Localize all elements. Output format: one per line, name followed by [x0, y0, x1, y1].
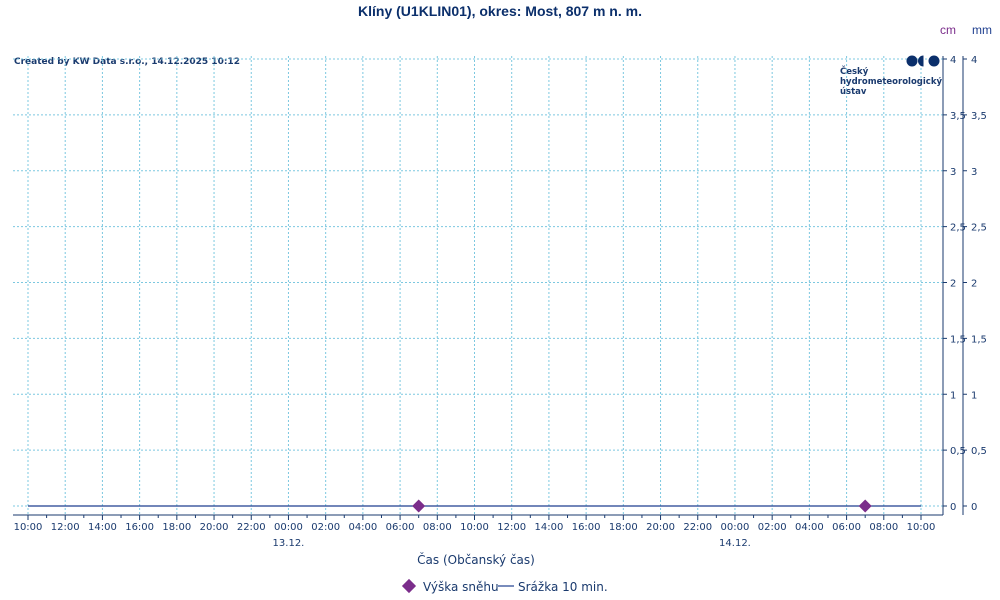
x-tick-label: 22:00	[237, 522, 266, 533]
chmi-logo: Český hydrometeorologický ústav	[840, 55, 942, 97]
grid-lines	[13, 56, 943, 515]
x-tick-label: 12:00	[51, 522, 80, 533]
logo-line-2: hydrometeorologický	[840, 77, 942, 87]
y-tick-label-left: 2,5	[950, 223, 966, 234]
y-tick-label-right: 3	[971, 167, 977, 178]
x-axis-title: Čas (Občanský čas)	[417, 552, 535, 567]
y-tick-label-left: 4	[950, 55, 956, 66]
x-tick-label: 04:00	[795, 522, 824, 533]
y-tick-label-right: 0,5	[971, 446, 987, 457]
x-tick-label: 10:00	[907, 522, 936, 533]
x-tick-label: 02:00	[758, 522, 787, 533]
y-tick-label-right: 2	[971, 279, 977, 290]
y-tick-label-left: 1	[950, 390, 956, 401]
y-tick-label-right: 1	[971, 390, 977, 401]
x-tick-label: 10:00	[14, 522, 43, 533]
logo-half-dot-icon	[918, 55, 924, 67]
x-tick-label: 16:00	[572, 522, 601, 533]
y-tick-label-right: 4	[971, 55, 977, 66]
x-tick-labels: 10:00 12:00 14:00 16:00 18:00 20:00 22:00 00:00…	[14, 522, 936, 549]
chart-title: Klíny (U1KLIN01), okres: Most, 807 m n. …	[358, 3, 642, 19]
y-tick-label-left: 0,5	[950, 446, 966, 457]
x-tick-label: 18:00	[609, 522, 638, 533]
x-tick-label: 18:00	[162, 522, 191, 533]
x-tick-label: 14:00	[88, 522, 117, 533]
logo-line-1: Český	[840, 65, 869, 77]
snow-depth-marker	[412, 499, 426, 513]
x-tick-label: 10:00	[460, 522, 489, 533]
x-tick-label: 02:00	[311, 522, 340, 533]
y-unit-right-label: mm	[972, 23, 992, 37]
legend-precip-label: Srážka 10 min.	[518, 580, 608, 594]
x-tick-label: 22:00	[683, 522, 712, 533]
series-layer	[28, 499, 921, 513]
y-tick-label-right: 2,5	[971, 223, 987, 234]
logo-dot-left-icon	[906, 55, 918, 67]
y-tick-label-left: 3,5	[950, 111, 966, 122]
x-tick-label: 06:00	[832, 522, 861, 533]
y-tick-label-right: 0	[971, 502, 977, 513]
logo-dot-right-icon	[928, 55, 940, 67]
x-tick-label: 16:00	[125, 522, 154, 533]
y-tick-label-left: 1,5	[950, 334, 966, 345]
y-tick-label-right: 3,5	[971, 111, 987, 122]
x-date-label: 13.12.	[273, 538, 305, 549]
x-date-label: 14.12.	[719, 538, 751, 549]
y-tick-labels: 0 0 0,5 0,5 1 1 1,5 1,5 2 2 2,5 2,5 3 3 3,5 3,5 4 4	[950, 55, 987, 513]
x-tick-label: 00:00	[274, 522, 303, 533]
chart-credit: Created by KW Data s.r.o., 14.12.2025 10…	[14, 57, 240, 67]
x-tick-label: 20:00	[646, 522, 675, 533]
snow-depth-marker	[858, 499, 872, 513]
axes	[13, 56, 967, 520]
logo-line-3: ústav	[840, 87, 867, 97]
y-tick-label-left: 2	[950, 279, 956, 290]
x-tick-label: 08:00	[423, 522, 452, 533]
x-tick-label: 20:00	[200, 522, 229, 533]
y-unit-left-label: cm	[940, 23, 956, 37]
x-tick-label: 00:00	[721, 522, 750, 533]
x-tick-label: 04:00	[348, 522, 377, 533]
x-tick-label: 12:00	[497, 522, 526, 533]
legend-snow-label: Výška sněhu	[423, 580, 499, 594]
y-tick-label-left: 3	[950, 167, 956, 178]
y-tick-label-left: 0	[950, 502, 956, 513]
x-tick-label: 06:00	[386, 522, 415, 533]
legend: Výška sněhu Srážka 10 min.	[401, 578, 608, 594]
x-tick-label: 14:00	[535, 522, 564, 533]
y-tick-label-right: 1,5	[971, 334, 987, 345]
legend-snow-marker	[401, 578, 417, 594]
x-tick-label: 08:00	[869, 522, 898, 533]
